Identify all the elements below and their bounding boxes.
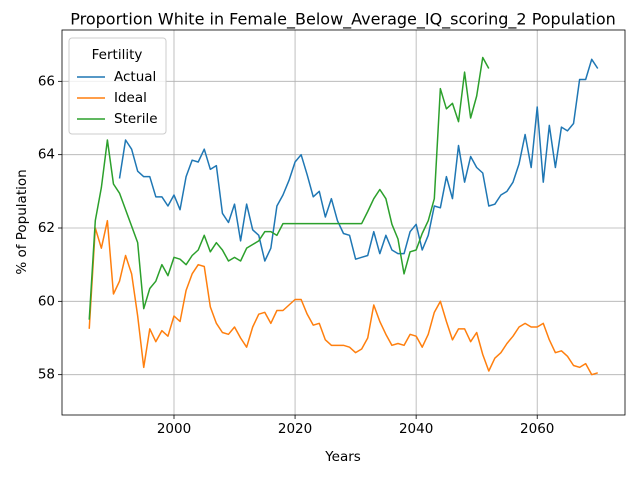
legend-label: Actual: [114, 69, 156, 85]
plot-frame: [61, 29, 626, 416]
chart-title: Proportion White in Female_Below_Average…: [70, 10, 616, 30]
legend-label: Sterile: [114, 111, 158, 127]
y-tick-label: 66: [38, 73, 55, 89]
y-tick-label: 60: [38, 293, 55, 309]
x-tick-label: 2000: [157, 421, 191, 437]
y-tick-label: 62: [38, 220, 55, 236]
legend: Fertility Actual Ideal Sterile: [68, 37, 167, 135]
y-tick-label: 58: [38, 367, 55, 383]
y-axis-label: % of Population: [14, 169, 30, 274]
x-tick-label: 2040: [399, 421, 433, 437]
line-series: [118, 58, 599, 262]
legend-box: [68, 37, 167, 135]
x-axis-label: Years: [324, 449, 361, 465]
legend-title: Fertility: [92, 47, 143, 63]
line-series: [88, 56, 490, 320]
x-tick-label: 2020: [278, 421, 312, 437]
line-series: [88, 219, 598, 376]
legend-label: Ideal: [114, 90, 147, 106]
y-tick-label: 64: [38, 147, 55, 163]
x-tick-label: 2060: [520, 421, 554, 437]
